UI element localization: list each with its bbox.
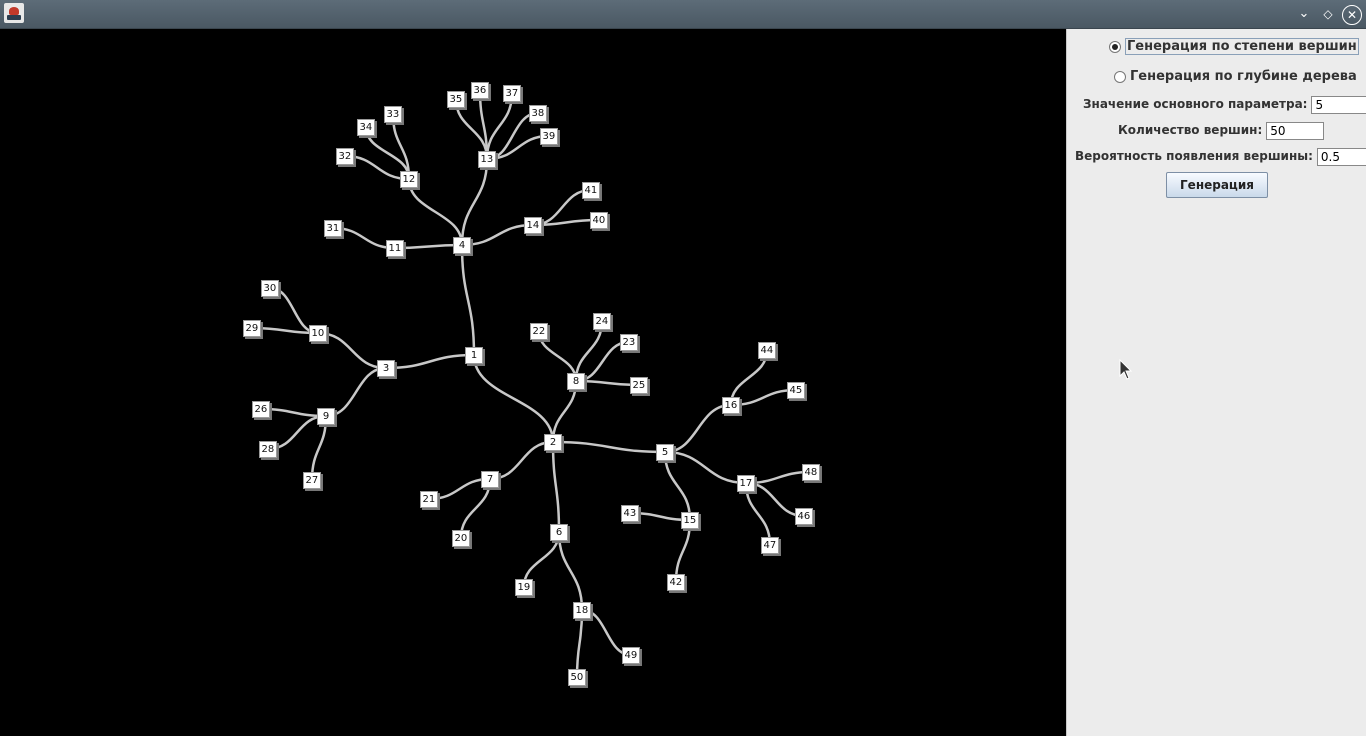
tree-node-44: 44: [757, 341, 777, 359]
close-icon[interactable]: ✕: [1342, 5, 1362, 25]
tree-edge: [663, 451, 692, 521]
tree-canvas: 1 2 3 4 5 6 7 8 9 10 11 12 13 14 15 16 17 18 19 20 21 22 23 24 2…: [0, 29, 1066, 736]
radio-depth-button[interactable]: [1114, 70, 1126, 83]
tree-node-47: 47: [760, 536, 780, 554]
radio-depth-row[interactable]: Генерация по глубине дерева: [1114, 67, 1357, 87]
probability-input[interactable]: [1316, 147, 1366, 166]
tree-node-46: 46: [794, 507, 814, 525]
tree-node-17: 17: [736, 474, 756, 492]
tree-node-49: 49: [621, 646, 641, 664]
tree-node-16: 16: [721, 396, 741, 414]
tree-edge: [551, 441, 561, 533]
vertex-count-input[interactable]: [1266, 121, 1325, 140]
mouse-cursor-icon: [1119, 359, 1133, 380]
tree-node-2: 2: [544, 433, 562, 451]
tree-node-14: 14: [523, 216, 543, 234]
tree-edge: [552, 440, 666, 454]
tree-edge: [385, 353, 475, 370]
tree-node-36: 36: [470, 81, 490, 99]
title-bar: ⌄ ◇ ✕: [0, 0, 1366, 29]
tree-node-25: 25: [629, 376, 649, 394]
vertex-count-row: Количество вершин:: [1118, 119, 1325, 141]
tree-edge: [317, 331, 387, 370]
tree-node-26: 26: [251, 400, 271, 418]
tree-node-41: 41: [581, 181, 601, 199]
radio-degree-button[interactable]: [1109, 40, 1121, 53]
settings-panel: Генерация по степени вершин Генерация по…: [1066, 29, 1366, 736]
tree-node-7: 7: [481, 470, 499, 488]
tree-node-35: 35: [446, 90, 466, 108]
vertex-count-label: Количество вершин:: [1118, 123, 1263, 137]
tree-edge: [472, 354, 555, 443]
radio-degree-row[interactable]: Генерация по степени вершин: [1109, 37, 1359, 57]
tree-edge: [461, 223, 534, 247]
tree-edge: [460, 158, 489, 246]
java-app-icon: [4, 3, 24, 23]
generate-button[interactable]: Генерация: [1166, 172, 1268, 198]
tree-node-6: 6: [550, 523, 568, 541]
tree-node-30: 30: [260, 279, 280, 297]
tree-node-3: 3: [377, 359, 395, 377]
tree-edges: [251, 89, 812, 678]
tree-node-27: 27: [302, 471, 322, 489]
main-param-label: Значение основного параметра:: [1083, 97, 1308, 111]
tree-node-38: 38: [528, 104, 548, 122]
diamond-icon[interactable]: ◇: [1323, 7, 1333, 21]
tree-node-50: 50: [567, 668, 587, 686]
main-param-input[interactable]: [1311, 95, 1366, 114]
tree-node-20: 20: [451, 529, 471, 547]
probability-row: Вероятность появления вершины:: [1075, 145, 1366, 167]
tree-edge: [407, 178, 464, 246]
tree-node-5: 5: [656, 443, 674, 461]
tree-node-22: 22: [529, 322, 549, 340]
tree-node-43: 43: [620, 504, 640, 522]
tree-edge: [485, 92, 514, 160]
tree-node-23: 23: [619, 333, 639, 351]
main-param-row: Значение основного параметра:: [1083, 93, 1366, 115]
tree-node-34: 34: [356, 118, 376, 136]
tree-edge: [575, 609, 584, 678]
tree-node-45: 45: [786, 381, 806, 399]
tree-node-4: 4: [453, 236, 471, 254]
tree-node-33: 33: [383, 105, 403, 123]
chevron-down-icon[interactable]: ⌄: [1298, 6, 1310, 21]
tree-node-1: 1: [465, 346, 483, 364]
tree-node-31: 31: [323, 219, 343, 237]
tree-node-13: 13: [477, 150, 497, 168]
tree-node-29: 29: [242, 319, 262, 337]
tree-node-9: 9: [317, 407, 335, 425]
tree-node-42: 42: [666, 573, 686, 591]
radio-degree-label: Генерация по степени вершин: [1125, 38, 1359, 55]
tree-edge: [310, 415, 328, 481]
tree-node-18: 18: [572, 601, 592, 619]
tree-node-19: 19: [514, 578, 534, 596]
tree-edge: [460, 244, 476, 356]
tree-node-48: 48: [801, 463, 821, 481]
tree-node-15: 15: [680, 511, 700, 529]
tree-edge: [557, 531, 584, 611]
tree-node-37: 37: [502, 84, 522, 102]
tree-edge: [478, 89, 489, 160]
tree-node-12: 12: [399, 170, 419, 188]
probability-label: Вероятность появления вершины:: [1075, 149, 1313, 163]
tree-edge: [394, 243, 463, 250]
tree-edge: [664, 450, 747, 485]
tree-node-40: 40: [589, 211, 609, 229]
tree-node-11: 11: [385, 239, 405, 257]
tree-node-10: 10: [308, 324, 328, 342]
tree-node-28: 28: [258, 440, 278, 458]
tree-node-24: 24: [592, 312, 612, 330]
radio-depth-label: Генерация по глубине дерева: [1130, 69, 1357, 84]
tree-node-32: 32: [335, 147, 355, 165]
tree-node-39: 39: [539, 127, 559, 145]
tree-node-8: 8: [567, 372, 585, 390]
tree-node-21: 21: [419, 490, 439, 508]
